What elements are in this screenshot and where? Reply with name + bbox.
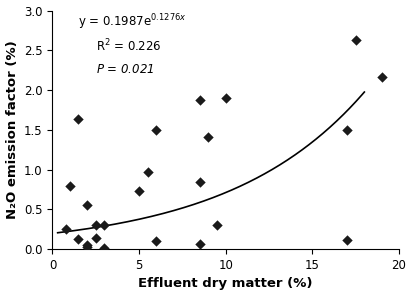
Point — [66, 183, 73, 188]
Point — [145, 170, 151, 174]
Point — [136, 189, 143, 194]
Point — [352, 38, 359, 42]
Point — [344, 128, 350, 132]
X-axis label: Effluent dry matter (%): Effluent dry matter (%) — [138, 277, 313, 290]
Point — [222, 96, 229, 100]
Text: y = 0.1987e$^{0.1276x}$: y = 0.1987e$^{0.1276x}$ — [78, 12, 187, 32]
Point — [92, 223, 99, 228]
Point — [84, 243, 90, 247]
Point — [197, 98, 203, 103]
Point — [92, 236, 99, 240]
Point — [153, 239, 160, 244]
Point — [344, 237, 350, 242]
Point — [84, 244, 90, 249]
Point — [153, 128, 160, 132]
Text: R$^2$ = 0.226: R$^2$ = 0.226 — [96, 38, 161, 54]
Point — [101, 245, 108, 250]
Point — [75, 116, 82, 121]
Y-axis label: N₂O emission factor (%): N₂O emission factor (%) — [5, 41, 19, 219]
Point — [101, 223, 108, 228]
Point — [84, 202, 90, 207]
Point — [63, 227, 70, 232]
Point — [197, 242, 203, 247]
Point — [205, 135, 212, 139]
Text: $P$ = 0.021: $P$ = 0.021 — [96, 63, 154, 76]
Point — [75, 237, 82, 241]
Point — [197, 179, 203, 184]
Point — [214, 223, 220, 228]
Point — [378, 74, 385, 79]
